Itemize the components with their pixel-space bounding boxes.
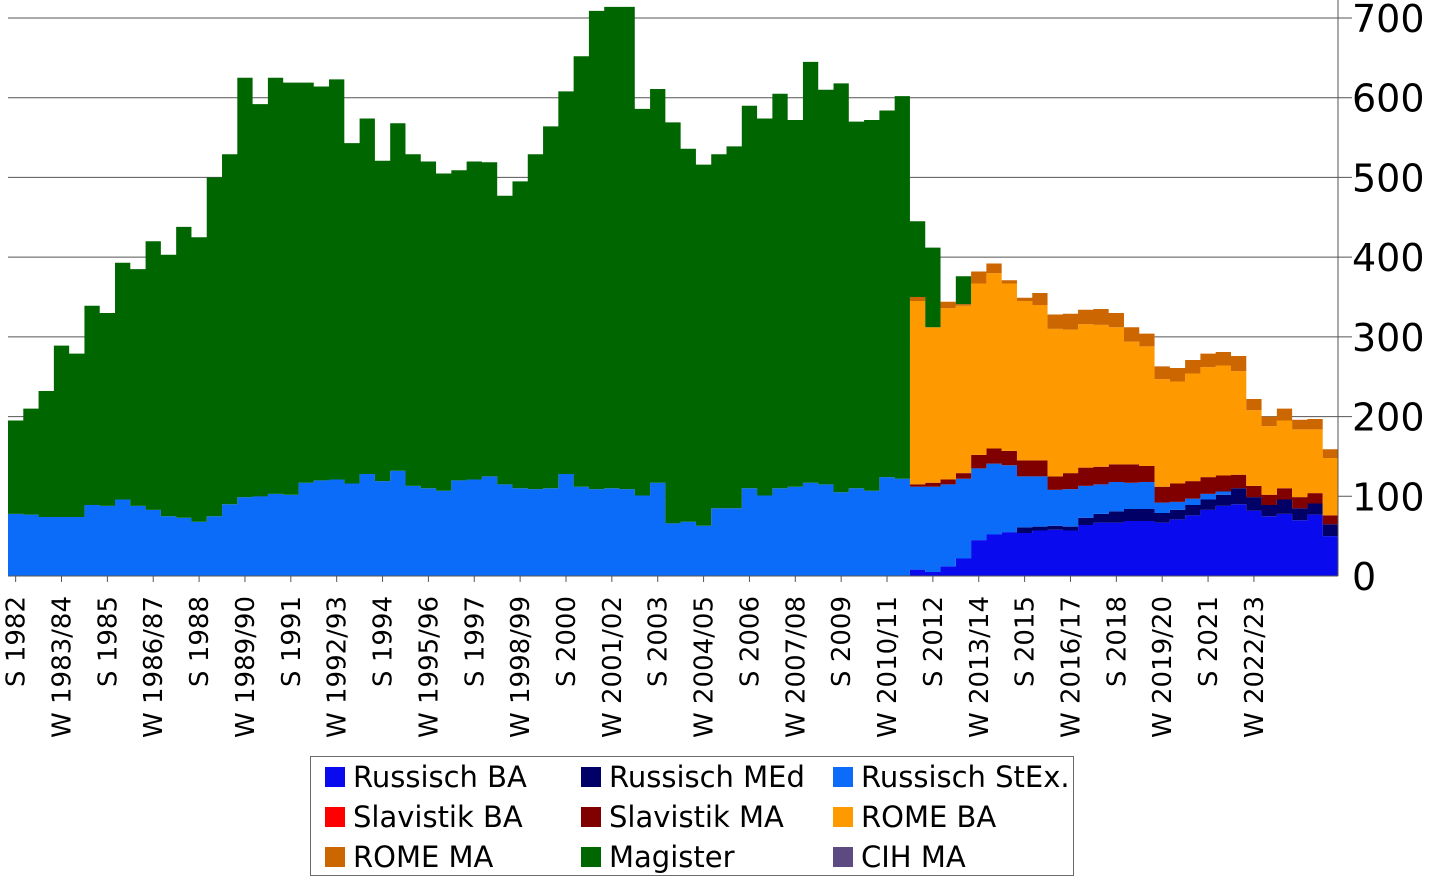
x-tick-label: S 2012: [919, 596, 949, 687]
series-area-rome-ba: [8, 273, 1338, 526]
x-tick-label: S 1994: [369, 596, 399, 687]
legend-swatch: [325, 847, 345, 867]
x-tick-label: S 1991: [277, 596, 307, 687]
legend-item-magister: Magister: [581, 839, 735, 875]
x-tick-label: S 2015: [1011, 596, 1041, 687]
legend-swatch: [325, 767, 345, 787]
series-area-russisch-stex-: [8, 463, 1338, 576]
legend-swatch: [833, 767, 853, 787]
legend-item-rome-ma: ROME MA: [325, 839, 493, 875]
y-tick-label: 400: [1352, 236, 1425, 280]
y-tick-label: 500: [1352, 156, 1425, 200]
legend-label: Slavistik MA: [609, 800, 784, 834]
series-area-magister: [8, 6, 1338, 526]
legend-label: Slavistik BA: [353, 800, 523, 834]
x-tick-label: S 2009: [827, 596, 857, 687]
x-tick-label: S 2003: [644, 596, 674, 687]
x-tick-label: W 1989/90: [231, 596, 261, 738]
legend-label: Magister: [609, 840, 735, 874]
legend-label: ROME BA: [861, 800, 997, 834]
x-tick-label: S 1988: [185, 596, 215, 687]
x-tick-label: W 2019/20: [1148, 596, 1178, 738]
legend-swatch: [325, 807, 345, 827]
y-tick-label: 200: [1352, 396, 1425, 440]
legend-item-slavistik-ba: Slavistik BA: [325, 799, 523, 835]
legend-item-slavistik-ma: Slavistik MA: [581, 799, 784, 835]
legend: Russisch BA Russisch MEd Russisch StEx. …: [310, 756, 1074, 876]
legend-label: Russisch MEd: [609, 760, 805, 794]
x-tick-label: W 2001/02: [598, 596, 628, 738]
legend-item-russisch-stex: Russisch StEx.: [833, 759, 1070, 795]
y-tick-labels: 0 100 200 300 400 500 600 700: [1352, 0, 1425, 599]
x-tick-labels: S 1982 W 1983/84 S 1985 W 1986/87 S 1988 W 19…: [2, 576, 1270, 738]
y-tick-label: 0: [1352, 555, 1376, 599]
legend-swatch: [833, 807, 853, 827]
x-tick-label: S 2018: [1102, 596, 1132, 687]
y-tick-label: 700: [1352, 0, 1425, 41]
legend-item-cih-ma: CIH MA: [833, 839, 966, 875]
x-tick-label: S 2000: [552, 596, 582, 687]
legend-swatch: [833, 847, 853, 867]
legend-swatch: [581, 807, 601, 827]
x-tick-label: W 2022/23: [1240, 596, 1270, 738]
legend-item-russisch-med: Russisch MEd: [581, 759, 805, 795]
x-tick-label: S 1985: [93, 596, 123, 687]
x-tick-label: W 2007/08: [781, 596, 811, 738]
x-tick-label: S 1982: [2, 596, 32, 687]
x-tick-label: S 2021: [1194, 596, 1224, 687]
x-tick-label: W 1986/87: [139, 596, 169, 738]
x-tick-label: S 2006: [735, 596, 765, 687]
legend-swatch: [581, 767, 601, 787]
x-tick-label: W 1998/99: [506, 596, 536, 738]
x-tick-label: W 1983/84: [48, 596, 78, 738]
y-tick-label: 300: [1352, 316, 1425, 360]
legend-label: CIH MA: [861, 840, 966, 874]
legend-swatch: [581, 847, 601, 867]
legend-item-rome-ba: ROME BA: [833, 799, 996, 835]
stacked-series: [8, 6, 1338, 576]
legend-label: Russisch StEx.: [861, 760, 1070, 794]
x-tick-label: W 1992/93: [323, 596, 353, 738]
series-area-slavistik-ma: [8, 448, 1338, 526]
x-tick-label: S 1997: [460, 596, 490, 687]
series-area-russisch-ba: [8, 504, 1338, 576]
legend-label: ROME MA: [353, 840, 494, 874]
legend-item-russisch-ba: Russisch BA: [325, 759, 527, 795]
x-tick-label: W 1995/96: [414, 596, 444, 738]
x-tick-label: W 2010/11: [873, 596, 903, 738]
x-tick-label: W 2004/05: [690, 596, 720, 738]
x-tick-label: W 2016/17: [1056, 596, 1086, 738]
y-tick-label: 600: [1352, 77, 1425, 121]
x-tick-label: W 2013/14: [965, 596, 995, 738]
y-tick-label: 100: [1352, 475, 1425, 519]
legend-label: Russisch BA: [353, 760, 527, 794]
